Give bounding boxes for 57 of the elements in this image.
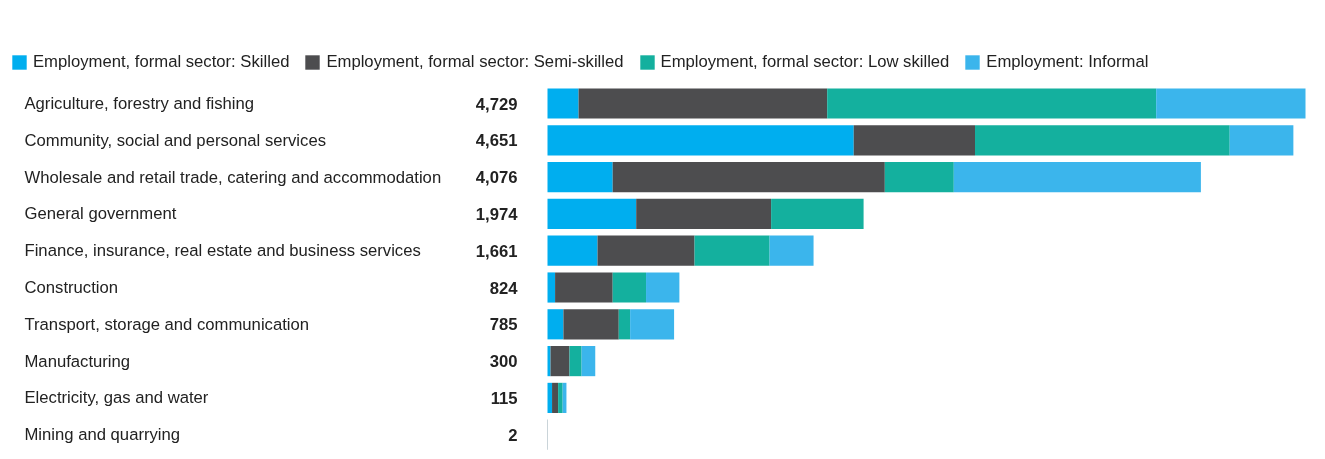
y-tick-label: Community, social and personal services <box>24 130 326 150</box>
text: 1,974 <box>475 204 519 224</box>
text: 785 <box>489 315 518 335</box>
bar <box>597 235 695 266</box>
bar <box>1229 125 1294 156</box>
y-tick-label: Mining and quarrying <box>24 425 181 445</box>
bar <box>555 272 613 303</box>
text: 4,729 <box>475 94 518 114</box>
bar <box>975 125 1230 156</box>
text: 4,651 <box>475 131 518 151</box>
y-tick-label: Electricity, gas and water <box>24 388 209 408</box>
bar <box>558 382 563 413</box>
text: 2 <box>508 425 518 445</box>
bar <box>646 272 680 303</box>
bar <box>547 88 579 119</box>
bar <box>578 88 828 119</box>
bar <box>552 382 559 413</box>
legend-label: Employment: Informal <box>986 52 1149 72</box>
bar <box>769 235 814 266</box>
y-tick-label: Manufacturing <box>24 351 131 371</box>
bar <box>884 162 954 193</box>
bar <box>547 198 637 229</box>
bar <box>612 162 885 193</box>
bar <box>618 309 631 340</box>
bar <box>547 309 564 340</box>
bar <box>547 125 854 156</box>
bar <box>1156 88 1306 119</box>
y-tick-label: Transport, storage and communication <box>24 314 310 334</box>
bar <box>550 346 570 377</box>
legend-label: Employment, formal sector: Semi-skilled <box>326 52 624 72</box>
text: 1,661 <box>475 241 518 261</box>
legend-label: Employment, formal sector: Low skilled <box>660 52 950 72</box>
bar <box>771 198 864 229</box>
bar <box>636 198 772 229</box>
bar <box>612 272 647 303</box>
bar <box>953 162 1201 193</box>
bar <box>853 125 976 156</box>
text: 824 <box>489 278 519 298</box>
bar <box>547 346 551 377</box>
bar <box>827 88 1157 119</box>
bar <box>630 309 675 340</box>
y-tick-label: Agriculture, forestry and fishing <box>24 94 255 113</box>
bar <box>547 272 556 303</box>
y-tick-label: Construction <box>24 278 119 297</box>
bar <box>563 309 619 340</box>
bar <box>547 235 598 266</box>
y-tick-label: Wholesale and retail trade, catering and accommodation <box>24 167 442 187</box>
text: 300 <box>489 352 518 372</box>
legend-label: Employment, formal sector: Skilled <box>33 52 290 72</box>
bar <box>547 162 613 193</box>
bar <box>569 346 582 377</box>
y-tick-label: General government <box>24 204 177 224</box>
bar <box>694 235 770 266</box>
bar <box>581 346 596 377</box>
y-tick-label: Finance, insurance, real estate and business services <box>24 241 421 261</box>
text: 115 <box>490 388 518 408</box>
text: 4,076 <box>475 168 518 188</box>
